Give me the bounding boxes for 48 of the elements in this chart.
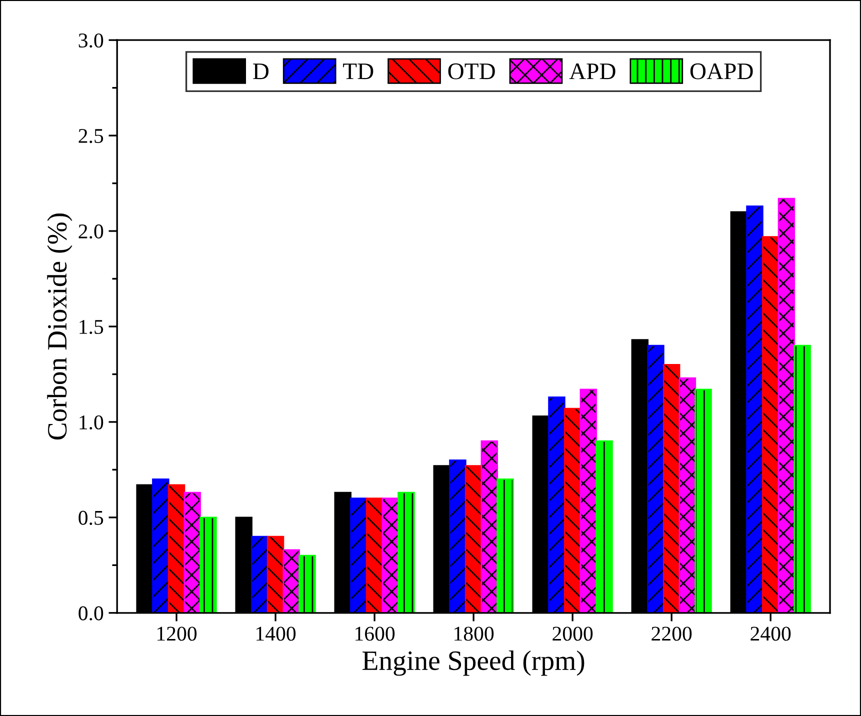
bar [778, 198, 796, 613]
bar [496, 478, 514, 613]
bar [762, 236, 780, 613]
bar [647, 344, 664, 613]
y-tick-label: 0.5 [78, 510, 104, 525]
bar [298, 554, 316, 613]
legend-label: OTD [448, 63, 495, 80]
legend-label: D [253, 64, 268, 80]
bar [200, 516, 217, 613]
bar [282, 549, 300, 613]
y-tick-label: 2.5 [78, 128, 104, 144]
bar [580, 388, 598, 613]
bar [251, 536, 268, 613]
x-tick-label: 1400 [256, 626, 296, 641]
bar [662, 364, 680, 613]
legend-label: OAPD [690, 63, 753, 80]
x-axis-title: Engine Speed (rpm) [362, 650, 584, 676]
bar [564, 408, 582, 613]
legend-label: APD [569, 63, 616, 80]
bar [398, 492, 415, 613]
bar [266, 536, 284, 613]
legend-label: TD [343, 64, 374, 80]
bar [694, 388, 712, 613]
bar [350, 498, 368, 613]
y-axis-title: Corbon Dioxide (%) [47, 214, 72, 440]
bar [678, 377, 696, 613]
bar [152, 478, 170, 613]
x-tick-label: 2400 [750, 626, 791, 641]
y-tick-label: 1.0 [80, 415, 104, 430]
bar [480, 440, 498, 613]
y-tick-label: 0.0 [78, 606, 104, 620]
bar [184, 492, 201, 613]
bar [168, 484, 186, 613]
x-tick-label: 1200 [158, 626, 197, 641]
bar [548, 396, 566, 613]
x-tick-label: 1800 [454, 626, 494, 641]
bar [794, 344, 811, 613]
bar [596, 440, 613, 613]
x-tick-label: 2200 [652, 626, 692, 641]
y-tick-label: 2.0 [78, 224, 104, 239]
bar [464, 465, 482, 613]
y-tick-label: 1.5 [80, 320, 104, 334]
y-tick-label: 3.0 [78, 33, 104, 48]
bar [449, 459, 466, 613]
bar [746, 206, 764, 613]
x-tick-label: 2000 [552, 626, 593, 641]
x-tick-label: 1600 [356, 626, 395, 641]
bar [366, 498, 384, 613]
